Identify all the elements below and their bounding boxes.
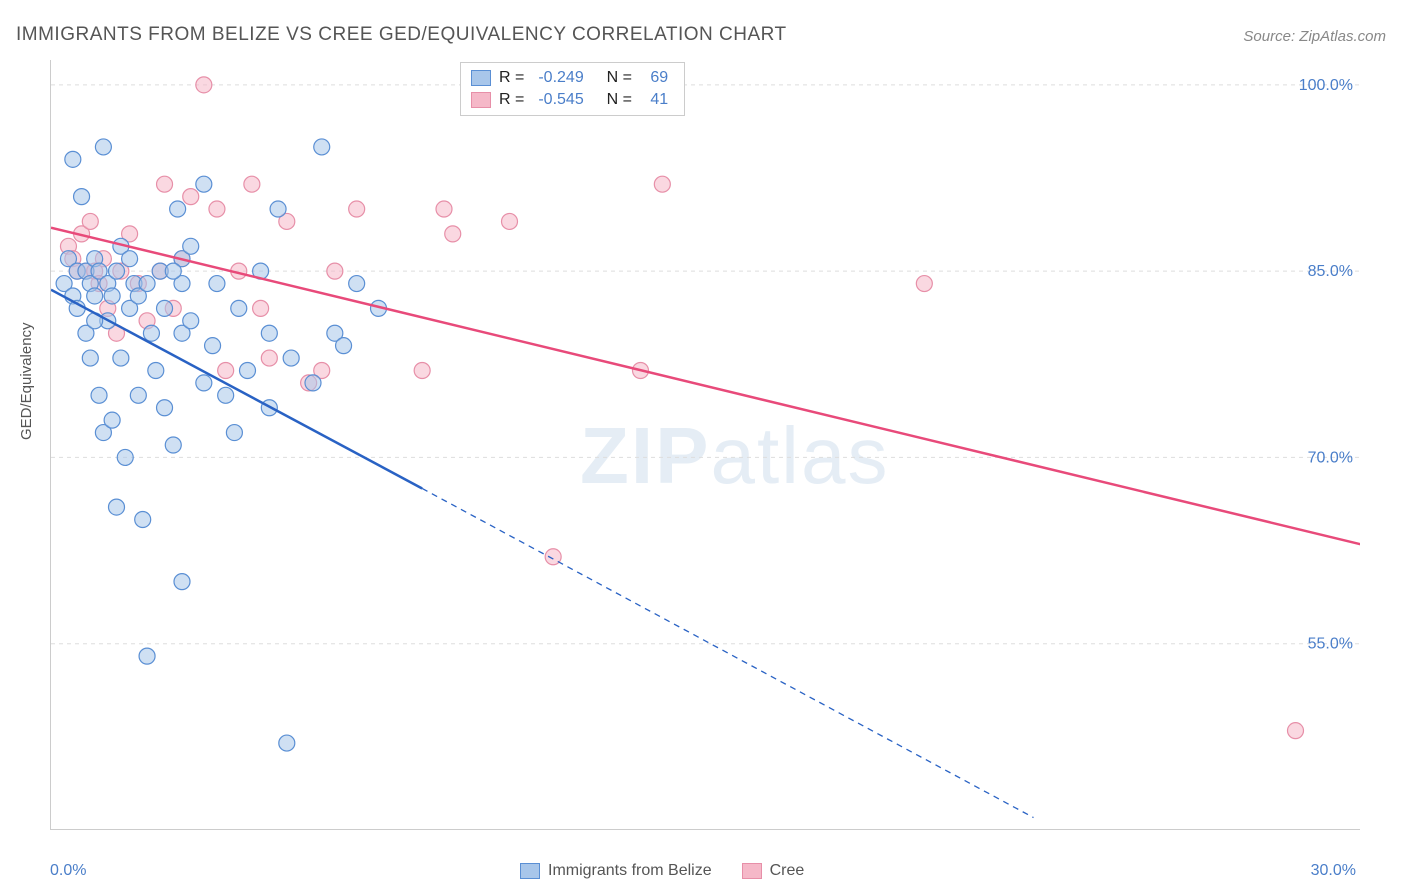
legend-correlation: R = -0.249 N = 69 R = -0.545 N = 41: [460, 62, 685, 116]
legend-series-item: Cree: [742, 862, 805, 880]
n-value: 41: [646, 91, 668, 109]
scatter-point: [218, 362, 234, 378]
scatter-point: [349, 201, 365, 217]
scatter-point: [916, 276, 932, 292]
scatter-point: [104, 288, 120, 304]
scatter-point: [82, 350, 98, 366]
legend-swatch: [471, 70, 491, 86]
regression-line-cree: [51, 228, 1360, 545]
x-axis-max-label: 30.0%: [1311, 862, 1356, 880]
legend-swatch: [471, 92, 491, 108]
legend-swatch: [742, 863, 762, 879]
scatter-point: [157, 400, 173, 416]
legend-series-label: Cree: [770, 862, 805, 880]
scatter-point: [209, 276, 225, 292]
y-tick-label: 100.0%: [1299, 77, 1353, 94]
scatter-point: [226, 425, 242, 441]
r-label: R =: [499, 69, 524, 87]
scatter-point: [218, 387, 234, 403]
scatter-point: [174, 574, 190, 590]
scatter-point: [65, 151, 81, 167]
scatter-point: [270, 201, 286, 217]
r-value: -0.545: [538, 91, 583, 109]
scatter-point: [196, 77, 212, 93]
scatter-point: [327, 263, 343, 279]
scatter-point: [253, 300, 269, 316]
scatter-point: [95, 139, 111, 155]
scatter-point: [91, 387, 107, 403]
scatter-point: [502, 213, 518, 229]
plot-svg: 55.0% 70.0% 85.0% 100.0%: [51, 60, 1360, 829]
scatter-point: [148, 362, 164, 378]
y-tick-label: 85.0%: [1308, 263, 1353, 280]
scatter-point: [654, 176, 670, 192]
scatter-point: [336, 338, 352, 354]
plot-area: 55.0% 70.0% 85.0% 100.0%: [50, 60, 1360, 830]
chart-title: IMMIGRANTS FROM BELIZE VS CREE GED/EQUIV…: [16, 24, 787, 46]
n-value: 69: [646, 69, 668, 87]
scatter-point: [244, 176, 260, 192]
scatter-point: [261, 350, 277, 366]
scatter-point: [205, 338, 221, 354]
scatter-point: [170, 201, 186, 217]
scatter-point: [135, 512, 151, 528]
n-label: N =: [598, 91, 632, 109]
n-label: N =: [598, 69, 632, 87]
y-axis-title: GED/Equivalency: [18, 322, 35, 440]
r-label: R =: [499, 91, 524, 109]
scatter-point: [240, 362, 256, 378]
scatter-point: [183, 238, 199, 254]
y-tick-label: 70.0%: [1308, 449, 1353, 466]
legend-series-item: Immigrants from Belize: [520, 862, 712, 880]
scatter-point: [87, 288, 103, 304]
scatter-point: [283, 350, 299, 366]
legend-series: Immigrants from Belize Cree: [520, 862, 804, 880]
scatter-point: [261, 325, 277, 341]
r-value: -0.249: [538, 69, 583, 87]
scatter-point: [139, 648, 155, 664]
regression-line-belize-dashed: [422, 488, 1033, 817]
scatter-point: [183, 313, 199, 329]
scatter-point: [183, 189, 199, 205]
x-axis-min-label: 0.0%: [50, 862, 86, 880]
scatter-point: [196, 375, 212, 391]
regression-line-belize-solid: [51, 290, 422, 489]
scatter-point: [139, 276, 155, 292]
scatter-point: [279, 735, 295, 751]
legend-series-label: Immigrants from Belize: [548, 862, 712, 880]
y-tick-label: 55.0%: [1308, 636, 1353, 653]
scatter-point: [74, 189, 90, 205]
scatter-point: [157, 176, 173, 192]
scatter-point: [209, 201, 225, 217]
scatter-point: [314, 139, 330, 155]
scatter-point: [109, 263, 125, 279]
scatter-point: [104, 412, 120, 428]
scatter-point: [117, 449, 133, 465]
scatter-point: [196, 176, 212, 192]
scatter-point: [82, 213, 98, 229]
scatter-point: [130, 387, 146, 403]
scatter-point: [109, 499, 125, 515]
scatter-point: [349, 276, 365, 292]
legend-correlation-row: R = -0.249 N = 69: [471, 67, 674, 89]
source-prefix: Source:: [1243, 28, 1295, 45]
scatter-point: [157, 300, 173, 316]
scatter-point: [231, 300, 247, 316]
scatter-point: [122, 251, 138, 267]
legend-swatch: [520, 863, 540, 879]
scatter-point: [165, 437, 181, 453]
scatter-point: [436, 201, 452, 217]
scatter-point: [1288, 723, 1304, 739]
scatter-point: [305, 375, 321, 391]
chart-container: IMMIGRANTS FROM BELIZE VS CREE GED/EQUIV…: [0, 0, 1406, 892]
scatter-point: [143, 325, 159, 341]
source-name: ZipAtlas.com: [1299, 28, 1386, 45]
scatter-point: [165, 263, 181, 279]
scatter-point: [445, 226, 461, 242]
source-attribution: Source: ZipAtlas.com: [1243, 28, 1386, 45]
scatter-point: [113, 350, 129, 366]
scatter-point: [414, 362, 430, 378]
legend-correlation-row: R = -0.545 N = 41: [471, 89, 674, 111]
